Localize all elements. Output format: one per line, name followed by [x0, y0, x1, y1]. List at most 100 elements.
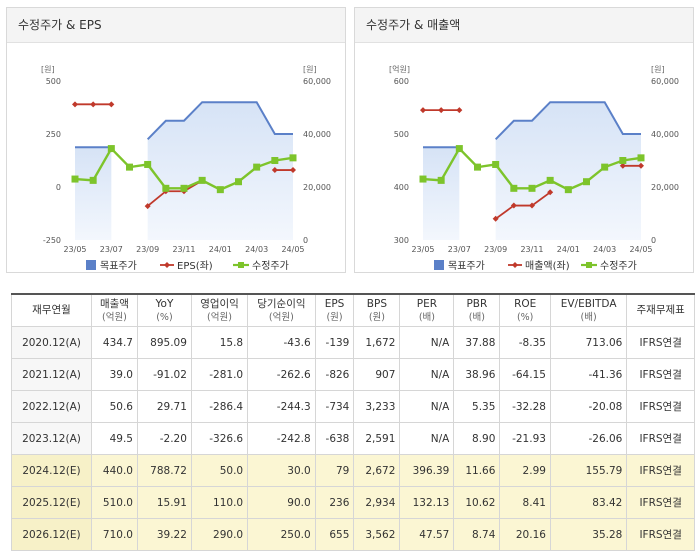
table-row: 2022.12(A) 50.6 29.71 -286.4 -244.3 -734 3,233… — [11, 390, 695, 423]
left-series-point — [529, 202, 535, 209]
column-header-unit: (억원) — [268, 311, 294, 323]
column-header: PBR (배) — [453, 293, 501, 327]
x-axis-tick: 24/05 — [629, 245, 652, 254]
table-cell: 250.0 — [247, 518, 316, 551]
right-axis-tick: 0 — [303, 236, 308, 245]
table-row: 2025.12(E) 510.0 15.91 110.0 90.0 236 2,934 132… — [11, 486, 695, 519]
table-cell: 37.88 — [453, 326, 501, 359]
table-body: 2020.12(A) 434.7 895.09 15.8 -43.6 -139 1,672 N… — [11, 326, 695, 551]
table-cell: -20.08 — [549, 390, 628, 423]
legend-marker-left-series — [164, 262, 170, 268]
column-header: BPS (원) — [353, 293, 401, 327]
table-cell: IFRS연결 — [626, 486, 695, 519]
x-axis-tick: 23/07 — [100, 245, 123, 254]
table-cell: 20.16 — [499, 518, 551, 551]
left-axis-tick: 400 — [394, 183, 409, 192]
table-cell: 713.06 — [549, 326, 628, 359]
column-header-label: BPS — [366, 297, 387, 310]
x-axis-tick: 24/03 — [245, 245, 268, 254]
column-header: 재무연월 — [11, 293, 92, 327]
table-cell: -281.0 — [190, 358, 249, 391]
column-header-unit: (%) — [156, 311, 173, 323]
column-header-label: 재무연월 — [32, 304, 71, 316]
table-cell: 236 — [314, 486, 355, 519]
target-price-area — [75, 147, 112, 240]
table-cell: 2022.12(A) — [11, 390, 92, 423]
column-header: 매출액 (억원) — [90, 293, 138, 327]
right-axis-unit: [원] — [303, 65, 317, 74]
column-header-label: 영업이익 — [200, 297, 239, 310]
table-cell: 83.42 — [549, 486, 628, 519]
table-cell: 3,233 — [353, 390, 401, 423]
target-price-line — [146, 101, 293, 140]
price-series-point — [619, 157, 627, 164]
table-cell: -91.02 — [136, 358, 192, 391]
column-header-unit: (%) — [516, 311, 534, 323]
left-axis-unit: [억원] — [389, 64, 410, 74]
left-axis-tick: 0 — [56, 183, 61, 192]
price-series-point — [601, 163, 609, 171]
table-cell: -638 — [314, 422, 355, 455]
column-header-label: EV/EBITDA — [560, 297, 617, 310]
right-axis-tick: 40,000 — [303, 130, 331, 139]
chart-panel-title: 수정주가 & 매출액 — [355, 8, 693, 43]
column-header-label: EPS — [324, 297, 345, 310]
table-cell: 3,562 — [353, 518, 401, 551]
legend-label: EPS(좌) — [177, 260, 213, 272]
table-cell: IFRS연결 — [626, 358, 695, 391]
table-cell: -242.8 — [247, 422, 316, 455]
table-cell: 8.74 — [453, 518, 501, 551]
table-cell: 79 — [314, 454, 355, 487]
table-cell: 155.79 — [549, 454, 628, 487]
legend-label: 목표주가 — [448, 260, 485, 272]
price-series-point — [162, 184, 170, 192]
table-cell: 49.5 — [90, 422, 138, 455]
table-cell: 396.39 — [399, 454, 455, 487]
x-axis-tick: 24/03 — [593, 245, 616, 254]
price-series-point — [71, 175, 79, 183]
right-axis-tick: 60,000 — [651, 77, 679, 86]
table-cell: N/A — [399, 358, 455, 391]
column-header-unit: (억원) — [207, 311, 232, 323]
table-cell: 39.0 — [90, 358, 138, 391]
table-cell: 5.35 — [453, 390, 501, 423]
table-cell: 2024.12(E) — [11, 454, 92, 487]
table-cell: -26.06 — [549, 422, 628, 455]
table-cell: 15.8 — [190, 326, 249, 359]
column-header-unit: (배) — [580, 311, 597, 323]
table-cell: 710.0 — [90, 518, 138, 551]
left-series-point — [72, 101, 78, 108]
left-series-point — [510, 202, 517, 209]
table-cell: 2021.12(A) — [11, 358, 92, 391]
table-cell: -262.6 — [247, 358, 316, 391]
column-header-label: 당기순이익 — [257, 297, 306, 310]
price-series-point — [289, 154, 297, 162]
left-series-point — [144, 203, 151, 210]
left-series-point — [90, 101, 97, 108]
column-header: 주재무제표 — [626, 293, 695, 327]
table-cell: -8.35 — [499, 326, 551, 359]
table-cell: 90.0 — [247, 486, 316, 519]
table-cell: 8.41 — [499, 486, 551, 519]
column-header-label: PBR — [466, 297, 488, 310]
right-axis-tick: 20,000 — [303, 183, 331, 192]
right-axis-unit: [원] — [651, 65, 665, 74]
left-axis-tick: 300 — [394, 236, 409, 245]
table-cell: 50.0 — [190, 454, 249, 487]
table-cell: IFRS연결 — [626, 326, 695, 359]
left-axis-tick: 500 — [46, 77, 61, 86]
column-header: 당기순이익 (억원) — [247, 293, 316, 327]
target-price-area — [423, 147, 460, 240]
table-cell: -286.4 — [190, 390, 249, 423]
table-cell: 2026.12(E) — [11, 518, 92, 551]
left-series-line — [495, 191, 551, 220]
table-cell: 30.0 — [247, 454, 316, 487]
legend-label: 목표주가 — [100, 260, 137, 272]
left-series-point — [420, 107, 426, 114]
table-cell: 2025.12(E) — [11, 486, 92, 519]
table-cell: 907 — [353, 358, 401, 391]
column-header-label: ROE — [514, 297, 537, 310]
left-series-point — [108, 101, 115, 108]
left-series-point — [492, 215, 499, 222]
price-series-point — [474, 163, 481, 171]
